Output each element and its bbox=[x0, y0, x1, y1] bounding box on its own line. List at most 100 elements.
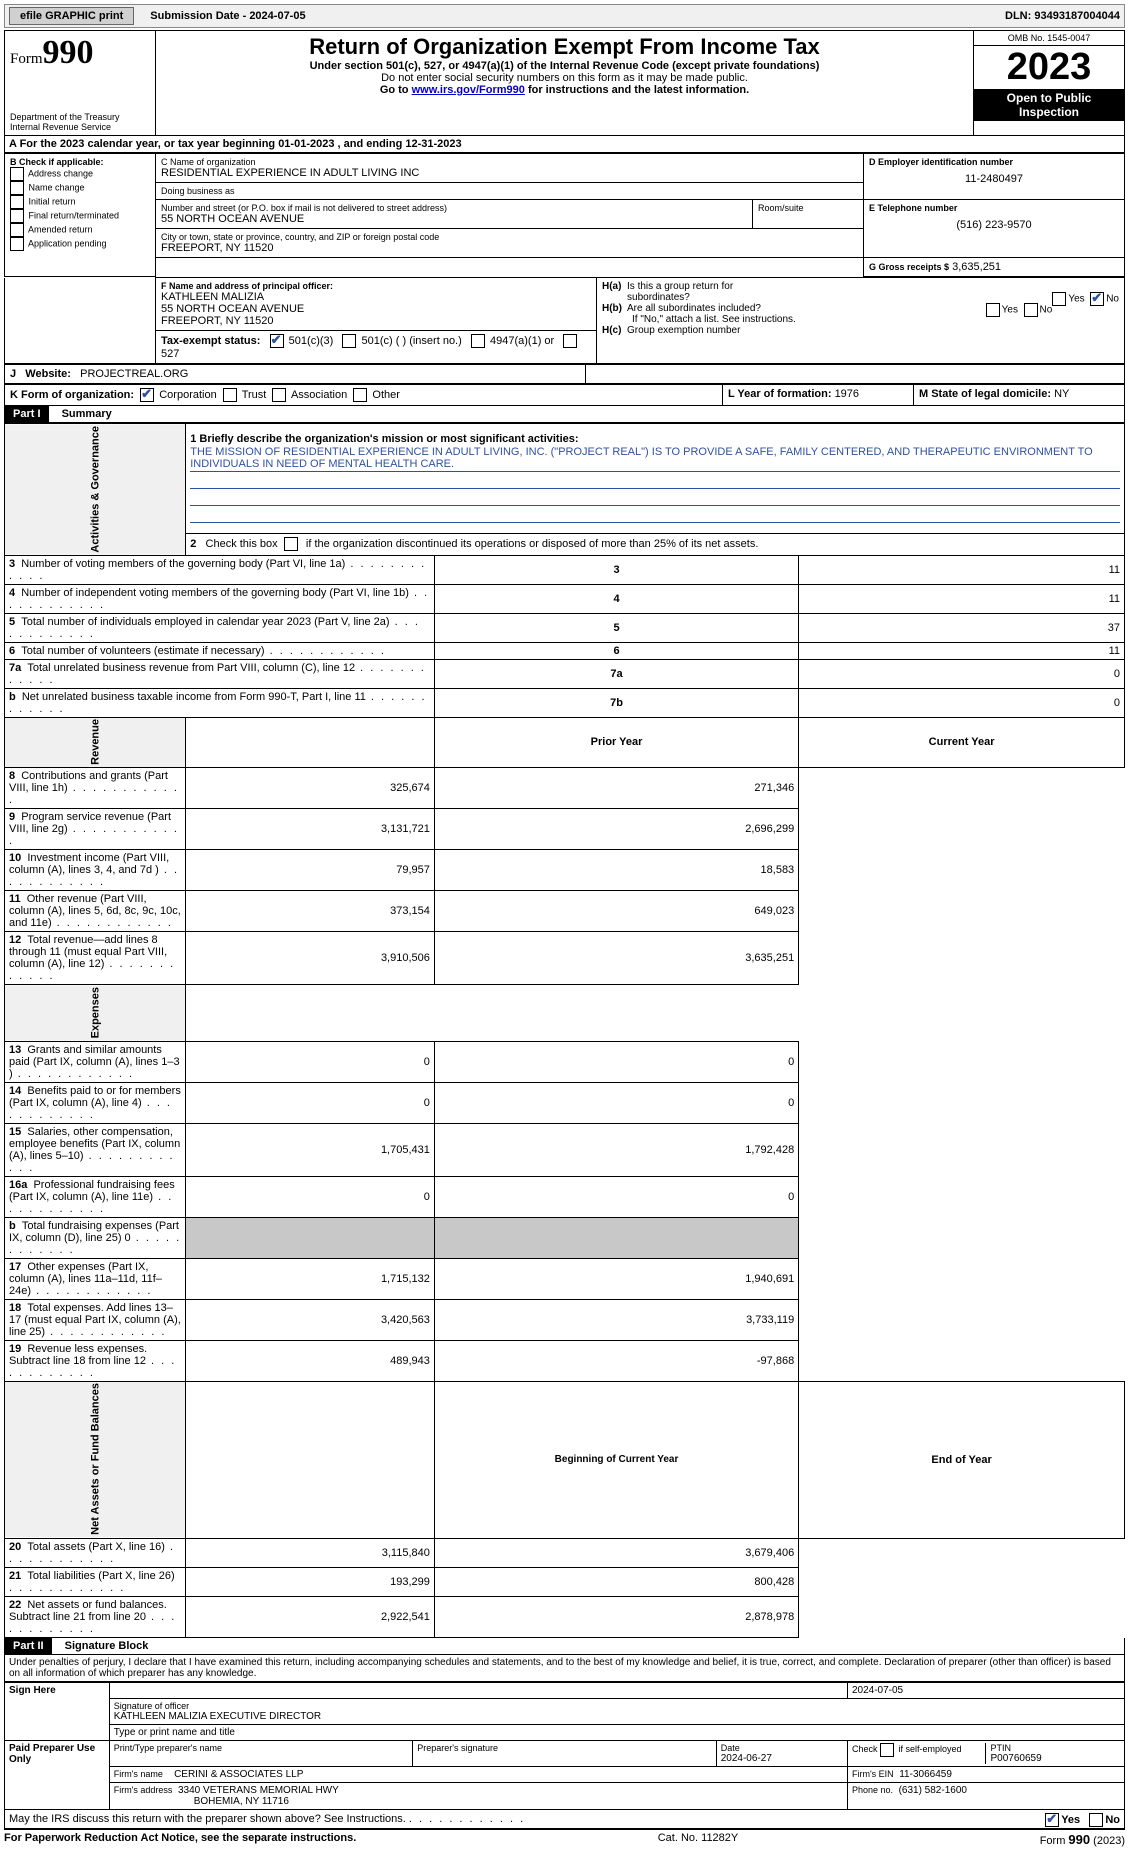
firm-ein-label: Firm's EIN bbox=[852, 1769, 894, 1779]
501c-checkbox[interactable] bbox=[342, 334, 356, 348]
section-a-line: A For the 2023 calendar year, or tax yea… bbox=[4, 136, 1125, 153]
gov-row: b Net unrelated business taxable income … bbox=[5, 688, 1125, 717]
form-word: Form bbox=[10, 51, 43, 67]
website-row: J Website: PROJECTREAL.ORG bbox=[4, 364, 1125, 384]
vside-netassets: Net Assets or Fund Balances bbox=[5, 1381, 186, 1538]
table-row: b Total fundraising expenses (Part IX, c… bbox=[5, 1217, 1125, 1258]
identity-table: B Check if applicable: Address change Na… bbox=[4, 153, 1125, 277]
table-row: 8 Contributions and grants (Part VIII, l… bbox=[5, 768, 1125, 809]
table-row: 10 Investment income (Part VIII, column … bbox=[5, 850, 1125, 891]
irs-link[interactable]: www.irs.gov/Form990 bbox=[412, 84, 525, 96]
dln-number: DLN: 93493187004044 bbox=[1005, 10, 1120, 22]
form-subtitle: Under section 501(c), 527, or 4947(a)(1)… bbox=[161, 60, 968, 72]
corp-checkbox[interactable] bbox=[140, 388, 154, 402]
city-value: FREEPORT, NY 11520 bbox=[161, 242, 858, 254]
4947-checkbox[interactable] bbox=[471, 334, 485, 348]
ha-yes-checkbox[interactable] bbox=[1052, 292, 1066, 306]
trust-checkbox[interactable] bbox=[223, 388, 237, 402]
part1-table: Activities & Governance 1 Briefly descri… bbox=[4, 423, 1125, 1638]
goto-note: Go to www.irs.gov/Form990 for instructio… bbox=[161, 84, 968, 96]
m-label: M State of legal domicile: bbox=[919, 388, 1054, 400]
dept-label: Department of the Treasury Internal Reve… bbox=[10, 112, 150, 132]
submission-date: Submission Date - 2024-07-05 bbox=[142, 10, 313, 22]
opt-trust: Trust bbox=[242, 389, 267, 401]
footer-row: For Paperwork Reduction Act Notice, see … bbox=[4, 1829, 1125, 1847]
org-name: RESIDENTIAL EXPERIENCE IN ADULT LIVING I… bbox=[161, 167, 858, 179]
website-link[interactable]: PROJECTREAL.ORG bbox=[80, 368, 188, 380]
firm-addr2: BOHEMIA, NY 11716 bbox=[114, 1796, 289, 1807]
firm-phone-value: (631) 582-1600 bbox=[899, 1785, 967, 1796]
table-row: 18 Total expenses. Add lines 13–17 (must… bbox=[5, 1299, 1125, 1340]
b-opt-checkbox-5[interactable] bbox=[10, 237, 24, 251]
paid-preparer-label: Paid Preparer Use Only bbox=[5, 1740, 110, 1809]
gov-row: 3 Number of voting members of the govern… bbox=[5, 555, 1125, 584]
discuss-row: May the IRS discuss this return with the… bbox=[4, 1810, 1125, 1829]
table-row: 19 Revenue less expenses. Subtract line … bbox=[5, 1340, 1125, 1381]
paperwork-notice: For Paperwork Reduction Act Notice, see … bbox=[4, 1832, 356, 1847]
gov-row: 6 Total number of volunteers (estimate i… bbox=[5, 642, 1125, 659]
assoc-checkbox[interactable] bbox=[272, 388, 286, 402]
mission-blank-1 bbox=[190, 472, 1120, 489]
city-label: City or town, state or province, country… bbox=[161, 232, 858, 242]
ein-value: 11-2480497 bbox=[869, 173, 1119, 185]
firm-ein-value: 11-3066459 bbox=[899, 1769, 952, 1780]
form-number: 990 bbox=[43, 34, 94, 71]
goto-pre: Go to bbox=[380, 84, 412, 96]
table-row: 21 Total liabilities (Part X, line 26) 1… bbox=[5, 1567, 1125, 1596]
part1-title: Summary bbox=[52, 408, 112, 420]
prep-sig-label: Preparer's signature bbox=[417, 1743, 712, 1753]
form-label: Form990 bbox=[10, 34, 150, 72]
omb-number: OMB No. 1545-0047 bbox=[974, 31, 1124, 46]
sign-date: 2024-07-05 bbox=[847, 1682, 1124, 1698]
table-row: 12 Total revenue—add lines 8 through 11 … bbox=[5, 932, 1125, 985]
hb-yes-checkbox[interactable] bbox=[986, 303, 1000, 317]
table-row: 14 Benefits paid to or for members (Part… bbox=[5, 1082, 1125, 1123]
ha-no-checkbox[interactable] bbox=[1090, 292, 1104, 306]
table-row: 15 Salaries, other compensation, employe… bbox=[5, 1123, 1125, 1176]
prep-name-label: Print/Type preparer's name bbox=[114, 1743, 409, 1753]
b-opt-checkbox-0[interactable] bbox=[10, 167, 24, 181]
line1-label: 1 Briefly describe the organization's mi… bbox=[190, 433, 578, 445]
b-opt-checkbox-3[interactable] bbox=[10, 209, 24, 223]
prior-year-header: Prior Year bbox=[434, 717, 798, 768]
other-checkbox[interactable] bbox=[353, 388, 367, 402]
org-form-row: K Form of organization: Corporation Trus… bbox=[4, 384, 1125, 406]
ptin-label: PTIN bbox=[990, 1743, 1120, 1753]
line2-text: 2 Check this box if the organization dis… bbox=[186, 533, 1125, 555]
section-b-opt: Name change bbox=[10, 181, 150, 195]
form-footer-label: Form 990 (2023) bbox=[1040, 1832, 1125, 1847]
501c3-checkbox[interactable] bbox=[270, 334, 284, 348]
discuss-no-checkbox[interactable] bbox=[1089, 1813, 1103, 1827]
tax-year: 2023 bbox=[974, 46, 1124, 89]
b-opt-checkbox-4[interactable] bbox=[10, 223, 24, 237]
officer-addr2: FREEPORT, NY 11520 bbox=[161, 315, 591, 327]
officer-name: KATHLEEN MALIZIA bbox=[161, 291, 591, 303]
ssn-note: Do not enter social security numbers on … bbox=[161, 72, 968, 84]
street-label: Number and street (or P.O. box if mail i… bbox=[161, 203, 747, 213]
h-b-line: H(b) Are all subordinates included? Yes … bbox=[602, 303, 1119, 314]
part1-badge: Part I bbox=[5, 406, 49, 422]
section-b-opt: Application pending bbox=[10, 237, 150, 251]
sign-here-label: Sign Here bbox=[5, 1682, 110, 1740]
officer-table: F Name and address of principal officer:… bbox=[4, 277, 1125, 364]
firm-phone-label: Phone no. bbox=[852, 1785, 893, 1795]
b-opt-checkbox-1[interactable] bbox=[10, 181, 24, 195]
b-opt-checkbox-2[interactable] bbox=[10, 195, 24, 209]
sig-name-label: Type or print name and title bbox=[109, 1724, 1124, 1740]
527-checkbox[interactable] bbox=[563, 334, 577, 348]
self-employed-checkbox[interactable] bbox=[880, 1743, 894, 1757]
org-name-label: C Name of organization bbox=[161, 157, 858, 167]
officer-label: F Name and address of principal officer: bbox=[161, 281, 591, 291]
opt-501c: 501(c) ( ) (insert no.) bbox=[362, 335, 462, 347]
l-label: L Year of formation: bbox=[728, 388, 835, 400]
table-row: 9 Program service revenue (Part VIII, li… bbox=[5, 809, 1125, 850]
tax-exempt-label: Tax-exempt status: bbox=[161, 335, 260, 347]
line2-checkbox[interactable] bbox=[284, 537, 298, 551]
firm-name-value: CERINI & ASSOCIATES LLP bbox=[174, 1769, 303, 1780]
cat-number: Cat. No. 11282Y bbox=[658, 1832, 739, 1847]
efile-print-button[interactable]: efile GRAPHIC print bbox=[9, 7, 134, 25]
discuss-yes-checkbox[interactable] bbox=[1045, 1813, 1059, 1827]
opt-501c3: 501(c)(3) bbox=[289, 335, 334, 347]
h-c-line: H(c) Group exemption number bbox=[602, 325, 1119, 336]
hb-no-checkbox[interactable] bbox=[1024, 303, 1038, 317]
